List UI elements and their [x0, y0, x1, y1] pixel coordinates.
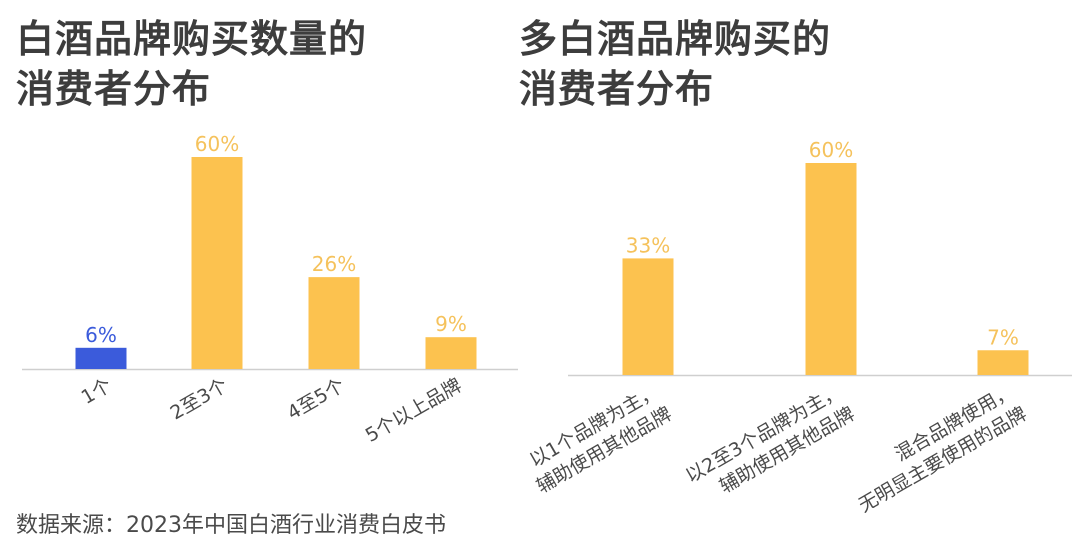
category-label-line: 1个 [78, 374, 116, 409]
chart1-bar [308, 277, 360, 369]
chart2-data-label: 60% [809, 138, 853, 162]
chart2-bar [977, 350, 1029, 375]
left-chart-title: 白酒品牌购买数量的 消费者分布 [16, 17, 368, 111]
chart2-data-label: 7% [987, 325, 1019, 349]
source-note: 数据来源：2023年中国白酒行业消费白皮书 [16, 513, 446, 538]
chart1-bar [191, 157, 243, 369]
category-label-line: 4至5个 [284, 374, 349, 424]
chart1-data-label: 9% [435, 312, 467, 336]
chart1-data-label: 60% [195, 132, 239, 156]
chart2-bar [622, 258, 674, 375]
chart1-bar [425, 337, 477, 369]
chart2-category-label: 混合品牌使用，无明显主要使用的品牌 [842, 380, 1031, 517]
chart2-bar [805, 163, 857, 375]
chart1-category-label: 5个以上品牌 [362, 374, 466, 447]
chart2-category-label: 以1个品牌为主，辅助使用其他品牌 [520, 380, 676, 498]
chart1-category-label: 1个 [78, 374, 116, 409]
chart2-data-label: 33% [626, 233, 670, 257]
category-label-line: 5个以上品牌 [362, 374, 466, 447]
chart2-category-label: 以2至3个品牌为主，辅助使用其他品牌 [682, 380, 859, 510]
right-chart-title: 多白酒品牌购买的 消费者分布 [519, 17, 832, 111]
chart1-data-label: 26% [312, 252, 356, 276]
chart1-category-label: 4至5个 [284, 374, 349, 424]
chart1-bar [75, 347, 127, 369]
chart1-data-label: 6% [85, 323, 117, 347]
chart1-category-label: 2至3个 [167, 374, 232, 424]
category-label-line: 2至3个 [167, 374, 232, 424]
